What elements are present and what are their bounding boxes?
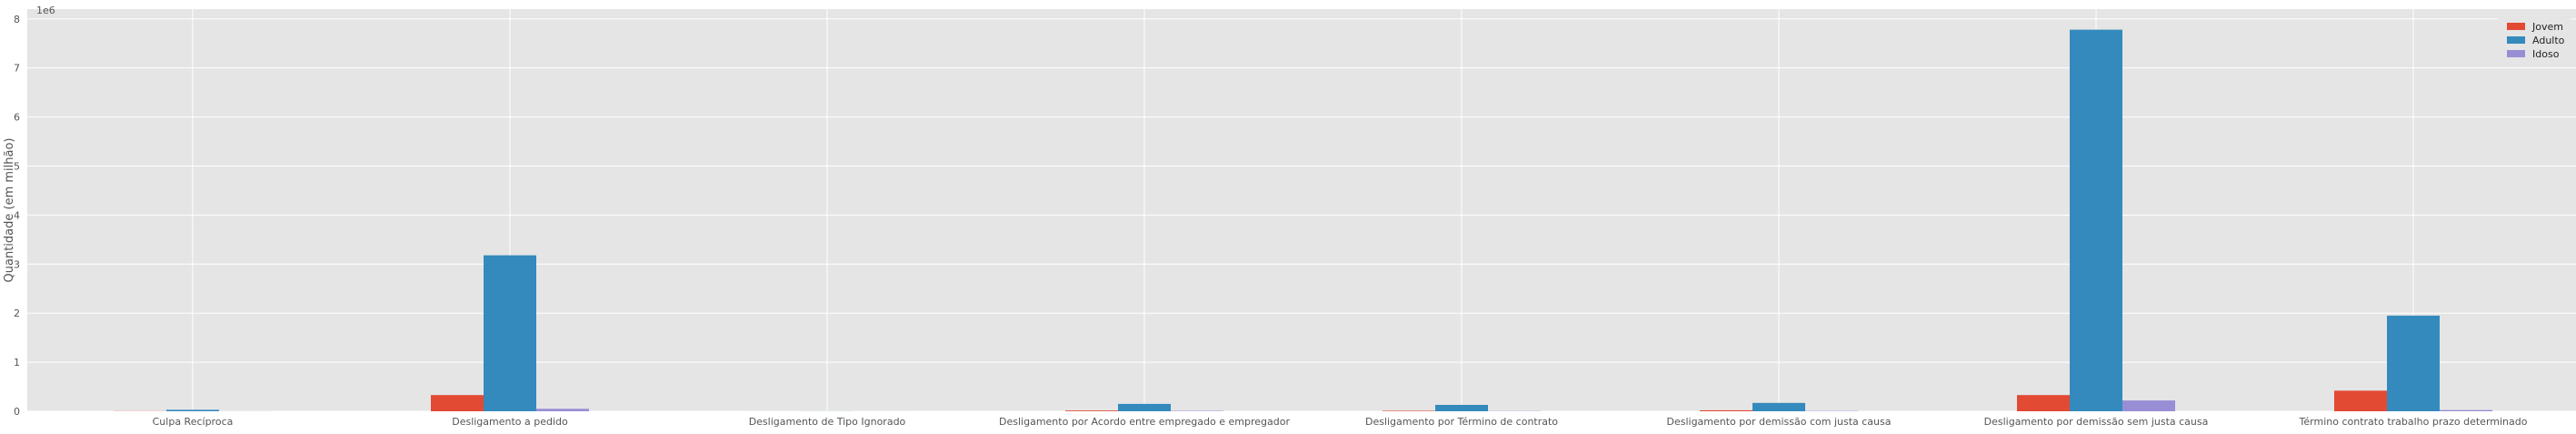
x-tick-label: Desligamento de Tipo Ignorado [749,416,906,428]
bar-idoso [2440,409,2492,411]
legend-label-adulto: Adulto [2532,35,2565,46]
x-tick-label: Desligamento por demissão sem justa caus… [1984,416,2209,428]
bar-adulto [2387,315,2440,411]
bar-adulto [484,255,536,411]
y-axis-label: Quantidade (em milhão) [3,138,16,283]
y-tick-labels: 0 1 2 3 4 5 6 7 8 [14,14,20,418]
y-tick-label: 2 [14,308,20,319]
x-tick-label: Culpa Recíproca [153,416,234,428]
bar-adulto [1752,402,1805,411]
bar-jovem [2334,390,2387,411]
x-tick-label: Desligamento por Término de contrato [1365,416,1558,428]
legend-swatch-adulto [2507,36,2525,44]
y-tick-label: 1 [14,357,20,368]
y-tick-label: 4 [14,209,20,221]
bar-jovem [431,395,484,411]
bar-adulto [1435,404,1488,411]
bars [114,29,2492,411]
legend-swatch-jovem [2507,23,2525,30]
legend-swatch-idoso [2507,50,2525,57]
legend: Jovem Adulto Idoso [2497,16,2571,66]
bar-jovem [2017,395,2070,411]
y-tick-label: 5 [14,160,20,172]
bar-adulto [166,409,219,411]
plot-background [27,9,2576,411]
bar-idoso [2122,400,2175,411]
x-tick-label: Desligamento por demissão com justa caus… [1666,416,1891,428]
x-tick-label: Término contrato trabalho prazo determin… [2299,416,2528,428]
y-tick-label: 3 [14,258,20,270]
bar-jovem [1700,409,1752,411]
x-tick-labels: Culpa Recíproca Desligamento a pedido Desl… [153,416,2528,428]
bar-jovem [1065,410,1118,411]
x-tick-label: Desligamento por Acordo entre empregado … [999,416,1290,428]
bar-adulto [1118,403,1171,411]
y-offset-text: 1e6 [36,5,55,16]
y-tick-label: 7 [14,63,20,75]
x-tick-label: Desligamento a pedido [452,416,568,428]
bar-adulto [2070,29,2122,411]
bar-jovem [1383,410,1435,411]
legend-label-idoso: Idoso [2532,48,2560,60]
grid-lines [27,9,2576,412]
y-tick-label: 8 [14,14,20,25]
legend-label-jovem: Jovem [2531,21,2563,33]
bar-idoso [536,409,589,411]
y-tick-label: 6 [14,112,20,124]
y-tick-label: 0 [14,406,20,418]
